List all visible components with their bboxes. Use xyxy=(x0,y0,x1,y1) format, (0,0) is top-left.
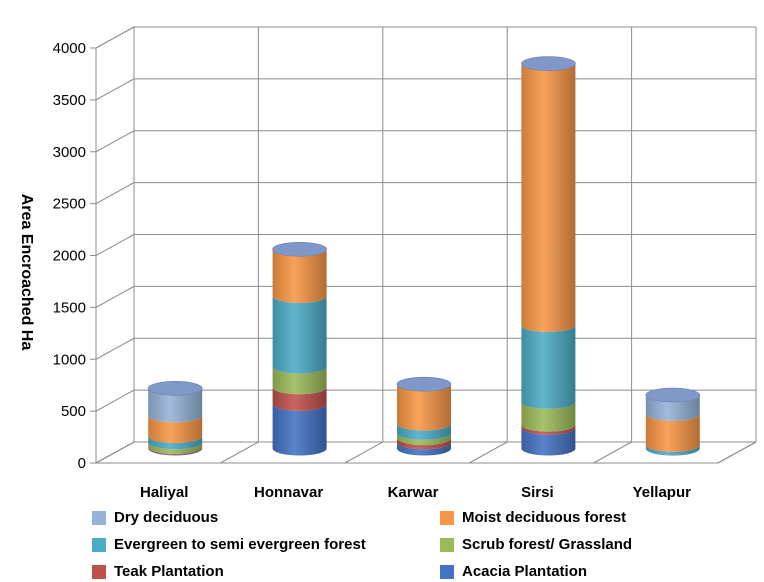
legend-swatch xyxy=(92,510,106,525)
bar-segment xyxy=(148,415,203,444)
legend-item-moist-deciduous: Moist deciduous forest xyxy=(440,509,626,526)
x-category-label: Yellapur xyxy=(633,484,692,501)
bar-segment xyxy=(148,436,203,450)
cylinder-cap xyxy=(147,381,203,396)
legend-label: Acacia Plantation xyxy=(462,563,588,580)
bar-segment xyxy=(272,366,327,395)
cylinder-cap xyxy=(272,242,327,257)
y-tick-label: 4000 xyxy=(53,40,86,57)
bar-segment xyxy=(645,444,700,455)
legend-item-teak: Teak Plantation xyxy=(92,563,224,580)
cylinder-cap xyxy=(521,56,576,71)
x-category-label: Honnavar xyxy=(254,484,323,501)
floor-divider xyxy=(717,441,757,464)
legend-swatch xyxy=(92,564,106,579)
y-tick-label: 0 xyxy=(78,455,86,472)
floor-divider xyxy=(95,441,135,464)
legend-swatch xyxy=(92,537,106,552)
x-category-label: Haliyal xyxy=(140,484,188,501)
cylinder-honnavar xyxy=(272,242,327,456)
bar-segment xyxy=(272,295,327,374)
y-tick-label: 2500 xyxy=(53,196,86,213)
y-tick-label: 1500 xyxy=(53,299,86,316)
cylinder-sirsi xyxy=(521,56,576,456)
y-tick-label: 2000 xyxy=(53,248,86,265)
gridline-side xyxy=(95,182,135,205)
y-tick-label: 3500 xyxy=(53,92,86,109)
legend-swatch xyxy=(440,510,454,525)
bar-segment xyxy=(397,384,451,431)
bar-segment xyxy=(521,325,576,409)
legend-label: Scrub forest/ Grassland xyxy=(462,536,633,553)
cylinder-yellapur xyxy=(645,387,701,456)
bar-segment xyxy=(521,63,576,333)
bar-segment xyxy=(397,442,451,456)
gridline-side xyxy=(95,234,135,256)
bar-segment xyxy=(148,388,203,423)
floor-divider xyxy=(468,441,508,464)
legend-item-scrub: Scrub forest/ Grassland xyxy=(440,536,632,553)
floor-divider xyxy=(593,441,632,464)
y-tick-label: 3000 xyxy=(53,144,86,161)
cylinder-karwar xyxy=(396,376,452,456)
bar-segment xyxy=(521,424,576,435)
cylinder-cap xyxy=(396,376,452,392)
legend-item-evergreen: Evergreen to semi evergreen forest xyxy=(92,536,366,553)
y-tick-label: 500 xyxy=(61,403,86,420)
stacked-cylinder-chart: 0 500 1000 1500 2000 2500 3000 3500 4000 Haliyal… xyxy=(18,26,757,501)
bar-segment xyxy=(645,413,700,452)
cylinder-cap xyxy=(645,387,701,403)
x-category-label: Karwar xyxy=(388,484,439,501)
bar-segment xyxy=(148,442,203,454)
legend-label: Teak Plantation xyxy=(114,563,224,580)
legend-label: Evergreen to semi evergreen forest xyxy=(114,536,366,553)
bar-segment xyxy=(397,423,451,440)
gridline-side xyxy=(95,389,135,412)
y-axis-label: Area Encroached Ha xyxy=(18,194,35,351)
bar-segment xyxy=(272,387,327,411)
bar-segment xyxy=(521,427,576,456)
bar-segment xyxy=(397,438,451,450)
bar-segment xyxy=(397,432,451,446)
legend-swatch xyxy=(440,564,454,579)
floor-divider xyxy=(344,441,384,464)
legend-item-acacia: Acacia Plantation xyxy=(440,563,587,580)
bar-segment xyxy=(521,401,576,432)
bar-segment xyxy=(272,249,327,303)
gridline-side xyxy=(95,78,135,101)
gridline-side xyxy=(95,285,135,308)
cylinder-haliyal xyxy=(147,381,203,456)
legend-item-dry-deciduous: Dry deciduous xyxy=(92,509,218,526)
bar-segment xyxy=(645,395,700,421)
floor-divider xyxy=(220,441,259,464)
legend-swatch xyxy=(440,537,454,552)
legend-label: Moist deciduous forest xyxy=(462,509,627,526)
y-tick-label: 1000 xyxy=(53,351,86,368)
legend-label: Dry deciduous xyxy=(114,509,219,526)
gridline-side xyxy=(95,130,135,153)
gridline-side xyxy=(95,337,135,360)
x-category-label: Sirsi xyxy=(521,484,554,501)
gridline-side xyxy=(95,26,135,49)
bar-segment xyxy=(272,403,327,456)
